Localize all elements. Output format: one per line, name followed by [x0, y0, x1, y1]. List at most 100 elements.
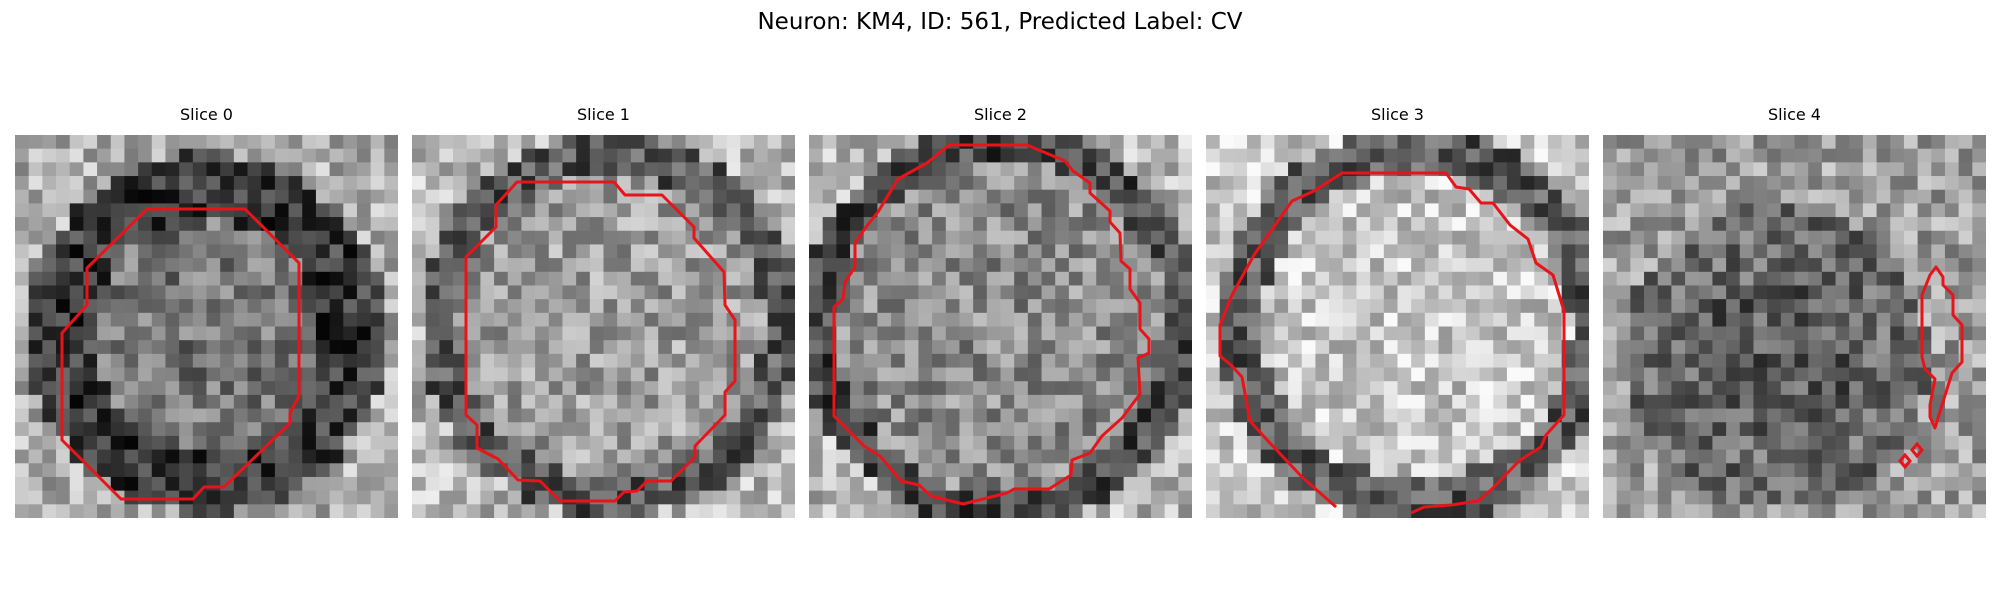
pixel [726, 244, 741, 259]
pixel [1972, 463, 1986, 478]
pixel [1041, 504, 1056, 518]
pixel [1862, 148, 1878, 163]
pixel [1260, 449, 1275, 464]
pixel [1219, 148, 1234, 163]
pixel [1685, 244, 1700, 259]
pixel [699, 148, 714, 163]
pixel [356, 340, 372, 355]
pixel [1356, 422, 1371, 437]
pixel [69, 203, 84, 218]
pixel [1698, 422, 1714, 437]
pixel [412, 189, 427, 204]
pixel [1329, 394, 1344, 410]
pixel [343, 312, 358, 328]
pixel [1288, 353, 1303, 369]
pixel [1109, 285, 1125, 300]
pixel [1835, 217, 1850, 232]
pixel [658, 203, 673, 218]
pixel [1452, 162, 1467, 177]
pixel [1534, 353, 1549, 369]
pixel [1356, 449, 1371, 464]
pixel [1657, 504, 1672, 518]
pixel [1821, 230, 1837, 246]
pixel [1767, 422, 1782, 437]
pixel [959, 312, 974, 328]
pixel [1288, 176, 1303, 191]
pixel [1329, 408, 1344, 423]
pixel [699, 203, 714, 218]
pixel [1753, 162, 1768, 177]
pixel [1096, 353, 1111, 369]
pixel [1329, 148, 1344, 163]
pixel [151, 162, 167, 177]
pixel [753, 203, 769, 218]
pixel [15, 367, 30, 382]
pixel [535, 435, 550, 451]
pixel [712, 176, 728, 191]
pixel [1356, 271, 1371, 287]
pixel [658, 367, 673, 382]
pixel [712, 230, 728, 246]
pixel [1438, 135, 1453, 150]
pixel [439, 244, 454, 259]
pixel [1014, 367, 1029, 382]
pixel [1972, 189, 1986, 204]
pixel [42, 422, 57, 437]
pixel [1862, 394, 1878, 410]
pixel [480, 299, 495, 314]
pixel [1739, 244, 1755, 259]
pixel [1835, 230, 1850, 246]
pixel [124, 299, 139, 314]
pixel [863, 422, 878, 437]
pixel [179, 422, 194, 437]
pixel [1315, 463, 1330, 478]
pixel [617, 148, 632, 163]
pixel [1739, 490, 1755, 505]
pixel [1835, 340, 1850, 355]
pixel [42, 148, 57, 163]
pixel [1903, 258, 1919, 273]
pixel [822, 285, 837, 300]
pixel [1096, 394, 1111, 410]
pixel [1055, 381, 1070, 396]
pixel [1862, 340, 1878, 355]
pixel [1493, 217, 1508, 232]
pixel [1685, 504, 1700, 518]
pixel [1712, 340, 1727, 355]
pixel [1465, 312, 1481, 328]
pixel [1027, 340, 1043, 355]
pixel [1808, 422, 1823, 437]
pixel [1479, 353, 1494, 369]
pixel [1616, 285, 1631, 300]
pixel [671, 189, 687, 204]
pixel [1247, 203, 1262, 218]
pixel [603, 230, 618, 246]
pixel [206, 285, 221, 300]
pixel [507, 189, 523, 204]
pixel [69, 312, 84, 328]
pixel [69, 285, 84, 300]
pixel [1835, 271, 1850, 287]
pixel [1849, 176, 1864, 191]
pixel [179, 148, 194, 163]
pixel [548, 476, 564, 492]
pixel [562, 244, 577, 259]
pixel [1068, 258, 1084, 273]
pixel [356, 381, 372, 396]
pixel [1424, 203, 1440, 218]
pixel [1808, 367, 1823, 382]
pixel [1000, 449, 1015, 464]
pixel [753, 271, 769, 287]
pixel [891, 504, 906, 518]
pixel [1698, 490, 1714, 505]
pixel [151, 217, 167, 232]
pixel [1206, 244, 1221, 259]
pixel [753, 148, 769, 163]
pixel [466, 203, 481, 218]
pixel [192, 135, 208, 150]
pixel [206, 476, 221, 492]
pixel [671, 449, 687, 464]
pixel [1493, 135, 1508, 150]
pixel [1438, 340, 1453, 355]
pixel [1671, 176, 1686, 191]
